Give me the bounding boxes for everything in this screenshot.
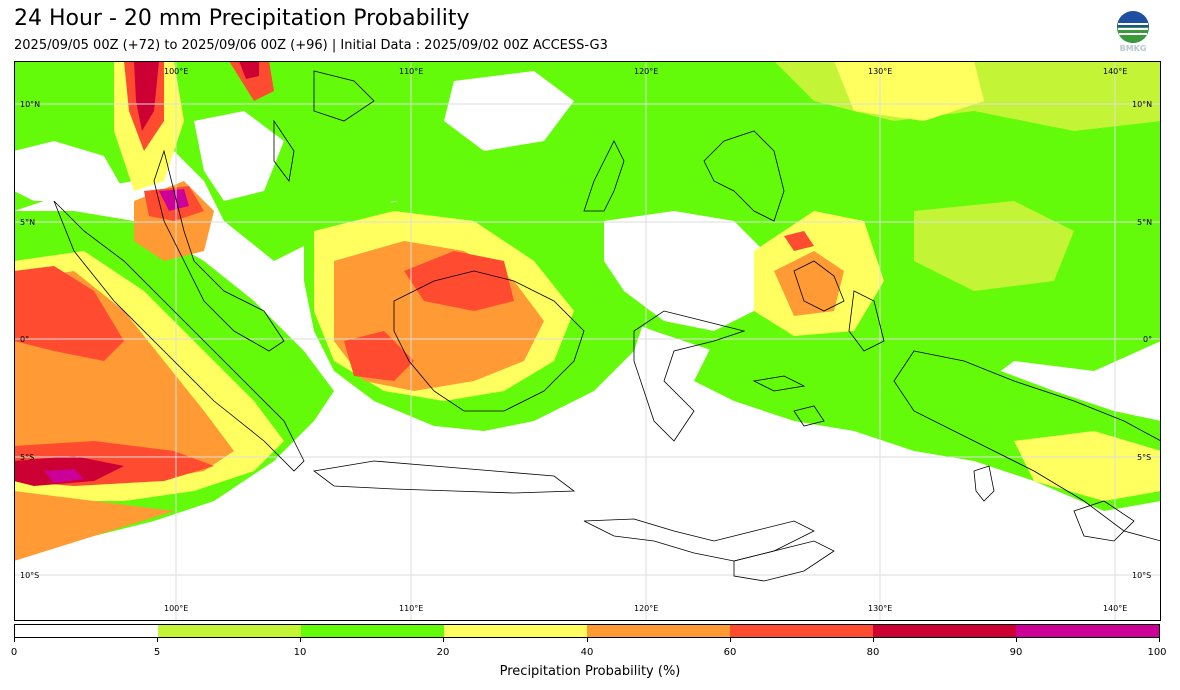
lat-label-right: 5°N <box>1137 218 1153 227</box>
colorbar-tick-label: 90 <box>1009 647 1023 658</box>
page-title: 24 Hour - 20 mm Precipitation Probabilit… <box>14 6 470 31</box>
colorbar-tickmark <box>873 638 874 642</box>
colorbar-tick-label: 5 <box>153 647 161 658</box>
colorbar-tickmark <box>587 638 588 642</box>
lon-label-bottom: 100°E <box>164 604 189 613</box>
precipitation-map <box>14 61 1161 621</box>
colorbar-tick-label: 40 <box>580 647 594 658</box>
colorbar-tickmark <box>157 638 158 642</box>
colorbar-tick-label: 60 <box>723 647 737 658</box>
lat-label-left: 10°N <box>20 100 41 109</box>
colorbar-segment <box>873 625 1016 637</box>
lon-label-top: 140°E <box>1103 67 1128 76</box>
lat-label-left: 0° <box>20 335 30 344</box>
lon-label-top: 120°E <box>634 67 659 76</box>
lat-label-left: 10°S <box>20 571 40 580</box>
colorbar-segment <box>158 625 301 637</box>
lon-label-bottom: 120°E <box>634 604 659 613</box>
colorbar-tickmark <box>300 638 301 642</box>
colorbar-segment <box>15 625 158 637</box>
bmkg-logo-icon <box>1117 11 1149 43</box>
colorbar-tick-label: 20 <box>436 647 450 658</box>
colorbar-tickmark <box>443 638 444 642</box>
lon-label-top: 100°E <box>164 67 189 76</box>
colorbar-tick-label: 10 <box>293 647 307 658</box>
lon-label-top: 130°E <box>868 67 893 76</box>
colorbar-tick-label: 80 <box>866 647 880 658</box>
lat-label-left: 5°S <box>20 453 35 462</box>
colorbar-segment <box>587 625 730 637</box>
colorbar-tickmark <box>14 638 15 642</box>
lat-label-right: 0° <box>1143 335 1153 344</box>
probability-fields <box>14 61 1161 621</box>
colorbar-tickmark <box>1016 638 1017 642</box>
colorbar-segment <box>444 625 587 637</box>
lon-label-bottom: 140°E <box>1103 604 1128 613</box>
colorbar-segment <box>301 625 444 637</box>
lat-label-right: 5°S <box>1137 453 1152 462</box>
colorbar-tickmark <box>1159 638 1160 642</box>
colorbar-tick-label: 0 <box>10 647 18 658</box>
logo-text: BMKG <box>1119 44 1147 53</box>
lat-label-right: 10°S <box>1132 571 1152 580</box>
colorbar-segment <box>730 625 873 637</box>
colorbar <box>14 624 1160 638</box>
lon-label-bottom: 110°E <box>399 604 424 613</box>
lat-label-right: 10°N <box>1132 100 1153 109</box>
colorbar-label: Precipitation Probability (%) <box>499 664 681 679</box>
lon-label-bottom: 130°E <box>868 604 893 613</box>
graticule <box>14 61 1161 621</box>
lat-label-left: 5°N <box>20 218 36 227</box>
coastlines <box>53 70 1161 582</box>
lon-label-top: 110°E <box>399 67 424 76</box>
page-subtitle: 2025/09/05 00Z (+72) to 2025/09/06 00Z (… <box>14 38 608 53</box>
colorbar-segment <box>1016 625 1159 637</box>
colorbar-tick-label: 100 <box>1147 647 1167 658</box>
colorbar-tickmark <box>730 638 731 642</box>
